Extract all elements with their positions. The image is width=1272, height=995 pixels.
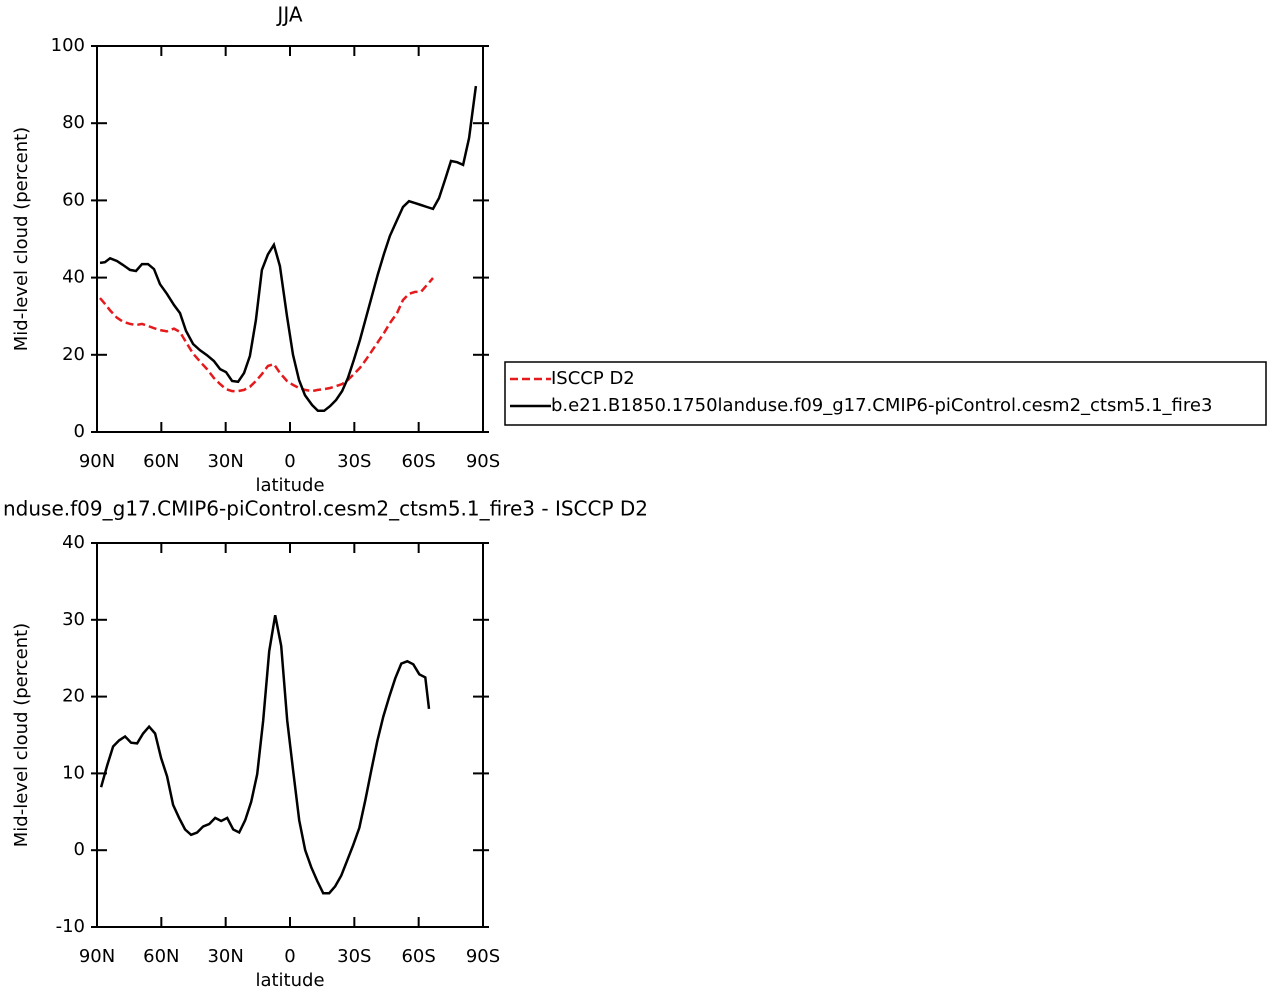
x-tick-label: 60S (401, 946, 435, 967)
y-axis-label: Mid-level cloud (percent) (11, 127, 32, 351)
y-tick-label: 0 (74, 421, 85, 442)
y-axis-label: Mid-level cloud (percent) (11, 623, 32, 847)
x-tick-label: 60N (143, 451, 179, 472)
x-tick-label: 30S (337, 946, 371, 967)
y-tick-label: 30 (62, 609, 85, 630)
x-tick-label: 30N (207, 946, 243, 967)
x-tick-label: 0 (284, 946, 295, 967)
x-tick-label: 60N (143, 946, 179, 967)
plot-frame (96, 45, 484, 433)
x-tick-label: 0 (284, 451, 295, 472)
legend-box (504, 361, 1267, 426)
y-tick-label: 20 (62, 344, 85, 365)
x-tick-label: 90S (466, 451, 500, 472)
y-tick-label: 0 (74, 839, 85, 860)
data-line (99, 85, 478, 413)
chart-title: JJA (275, 3, 302, 27)
legend-label: b.e21.B1850.1750landuse.f09_g17.CMIP6-pi… (551, 395, 1212, 416)
y-tick-label: 40 (62, 532, 85, 553)
x-tick-label: 90N (79, 946, 115, 967)
y-tick-label: 40 (62, 267, 85, 288)
legend-label: ISCCP D2 (551, 368, 635, 389)
x-tick-label: 60S (401, 451, 435, 472)
x-tick-label: 30S (337, 451, 371, 472)
y-tick-label: 20 (62, 686, 85, 707)
chart-title: nduse.f09_g17.CMIP6-piControl.cesm2_ctsm… (3, 497, 648, 521)
x-tick-label: 30N (207, 451, 243, 472)
y-tick-label: 10 (62, 762, 85, 783)
y-tick-label: 100 (51, 35, 85, 56)
y-tick-label: -10 (56, 916, 85, 937)
data-line (99, 277, 434, 393)
x-tick-label: 90S (466, 946, 500, 967)
y-tick-label: 60 (62, 189, 85, 210)
x-axis-label: latitude (255, 970, 324, 991)
y-tick-label: 80 (62, 112, 85, 133)
x-axis-label: latitude (255, 475, 324, 496)
data-line (99, 614, 431, 895)
x-tick-label: 90N (79, 451, 115, 472)
